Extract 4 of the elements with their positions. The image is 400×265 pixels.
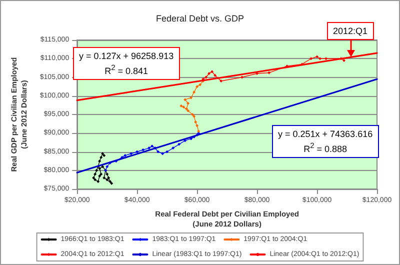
- annotation: y = 0.127x + 96258.913 R$^{2}$ = 0.841: [73, 47, 180, 80]
- text: 2012:Q1: [327, 22, 374, 40]
- annotation: y = 0.251x + 74363.616 R$^{2}$ = 0.888: [272, 125, 379, 158]
- chart-title: Federal Debt vs. GDP: [156, 14, 244, 24]
